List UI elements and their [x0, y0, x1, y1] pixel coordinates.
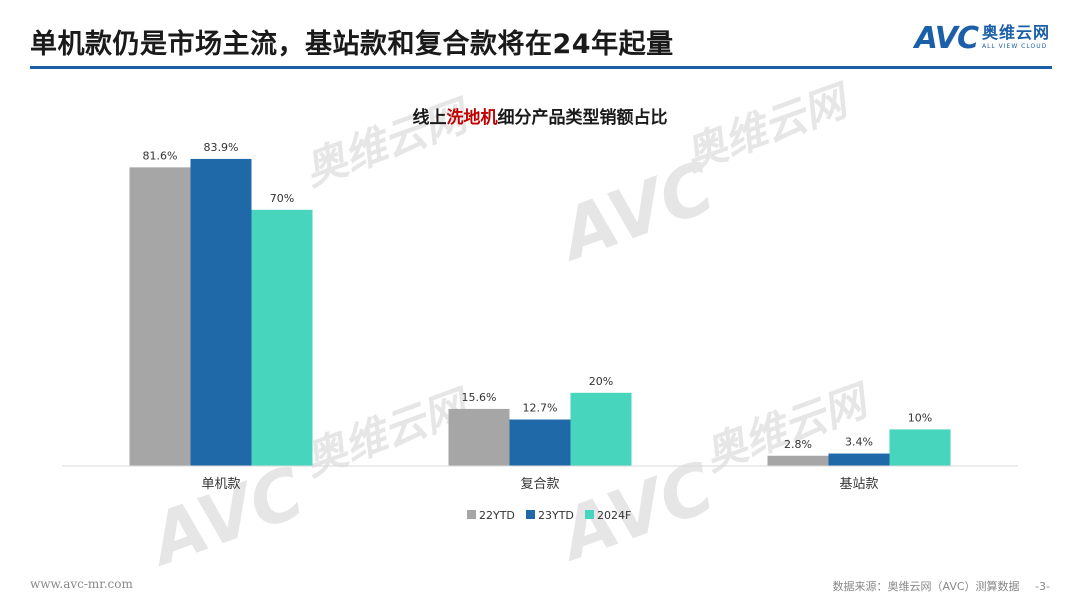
page-title: 单机款仍是市场主流，基站款和复合款将在24年起量 [30, 29, 674, 60]
data-label: 2.8% [784, 438, 812, 451]
avc-logo: AVC 奥维云网 ALL VIEW CLOUD [915, 24, 1050, 60]
legend-swatch [585, 510, 594, 519]
legend-swatch [526, 510, 535, 519]
bar-23YTD-2 [509, 419, 571, 466]
logo-mark: AVC [914, 21, 979, 56]
footer-source-text: 数据来源：奥维云网（AVC）测算数据 [832, 580, 1020, 593]
chart-title: 线上洗地机细分产品类型销额占比 [413, 107, 668, 128]
legend-label: 22YTD [479, 509, 515, 522]
bar-2024F-2 [570, 392, 632, 466]
logo-en-name: ALL VIEW CLOUD [981, 43, 1048, 50]
data-label: 70% [270, 192, 294, 205]
header-divider [30, 66, 1052, 69]
data-label: 15.6% [462, 391, 497, 404]
data-label: 12.7% [523, 402, 558, 415]
footer-url[interactable]: www.avc-mr.com [30, 577, 133, 591]
bar-22YTD-3 [767, 455, 829, 466]
category-label: 单机款 [201, 477, 240, 492]
chart-title-part-1: 线上 [413, 107, 447, 128]
legend-swatch [467, 510, 476, 519]
data-label: 83.9% [204, 141, 239, 154]
category-label: 复合款 [520, 477, 559, 492]
category-label: 基站款 [839, 477, 878, 492]
logo-cn-name: 奥维云网 [981, 23, 1050, 42]
bar-2024F-1 [251, 209, 313, 467]
data-label: 20% [589, 375, 613, 388]
bar-2024F-3 [889, 429, 951, 466]
data-label: 81.6% [143, 149, 178, 162]
data-label: 10% [908, 411, 932, 424]
footer-source: 数据来源：奥维云网（AVC）测算数据 -3- [833, 578, 1050, 594]
bar-23YTD-1 [190, 158, 252, 466]
chart-title-part-3: 细分产品类型销额占比 [498, 107, 668, 128]
legend-label: 23YTD [538, 509, 574, 522]
legend-label: 2024F [597, 509, 631, 522]
data-label: 3.4% [845, 436, 873, 449]
bar-22YTD-1 [129, 167, 191, 466]
chart-title-highlight: 洗地机 [447, 107, 498, 128]
page-number: -3- [1035, 580, 1050, 593]
bar-23YTD-3 [828, 453, 890, 466]
bar-22YTD-2 [448, 408, 510, 466]
